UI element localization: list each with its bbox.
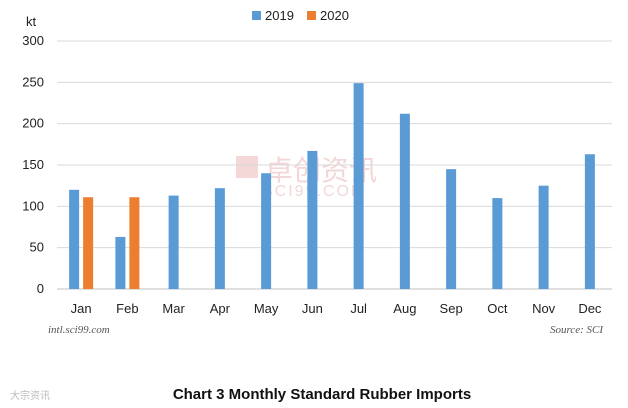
source-left-note: intl.sci99.com [48, 324, 110, 336]
bar-2019-mar [168, 195, 179, 289]
bar-2019-sep [446, 169, 457, 289]
bar-2020-jan [83, 197, 94, 289]
y-tick-label: 100 [22, 198, 44, 213]
y-axis: 0 50 100 150 200 250 300 [22, 33, 44, 296]
x-tick-label: Nov [532, 301, 556, 316]
bar-2019-oct [492, 198, 503, 289]
x-tick-label: Jul [350, 301, 367, 316]
y-tick-label: 150 [22, 157, 44, 172]
x-tick-label: Sep [440, 301, 463, 316]
legend-swatch-2020 [307, 11, 316, 20]
chart-title: Chart 3 Monthly Standard Rubber Imports [173, 386, 471, 403]
source-right-note: Source: SCI [550, 324, 604, 336]
bars [69, 83, 595, 289]
legend-swatch-2019 [252, 11, 261, 20]
bar-2019-apr [214, 188, 225, 289]
legend: 2019 2020 [252, 8, 349, 23]
y-tick-label: 300 [22, 33, 44, 48]
bar-2019-jul [353, 83, 364, 289]
gridlines [57, 40, 612, 290]
y-tick-label: 50 [30, 240, 44, 255]
x-tick-label: Aug [393, 301, 416, 316]
x-tick-label: Mar [162, 301, 185, 316]
x-tick-label: Dec [578, 301, 602, 316]
x-tick-label: Jun [302, 301, 323, 316]
bar-2020-feb [129, 197, 140, 289]
bar-2019-feb [115, 236, 126, 289]
x-axis: Jan Feb Mar Apr May Jun Jul Aug Sep Oct Nov Dec [71, 301, 602, 316]
bar-2019-dec [584, 154, 595, 289]
x-tick-label: Apr [210, 301, 231, 316]
x-tick-label: Oct [487, 301, 508, 316]
x-tick-label: May [254, 301, 279, 316]
watermark-logo [236, 156, 258, 178]
y-tick-label: 250 [22, 74, 44, 89]
bar-2019-may [261, 173, 272, 289]
y-tick-label: 0 [37, 281, 44, 296]
bar-2019-aug [399, 113, 410, 289]
bar-2019-nov [538, 185, 549, 289]
corner-logo: 大宗资讯 [10, 389, 50, 402]
x-tick-label: Feb [116, 301, 138, 316]
legend-label-2019: 2019 [265, 8, 294, 23]
y-axis-label: kt [26, 14, 37, 29]
y-tick-label: 200 [22, 116, 44, 131]
bar-2019-jun [307, 150, 318, 289]
bar-2019-jan [69, 189, 80, 289]
legend-label-2020: 2020 [320, 8, 349, 23]
x-tick-label: Jan [71, 301, 92, 316]
